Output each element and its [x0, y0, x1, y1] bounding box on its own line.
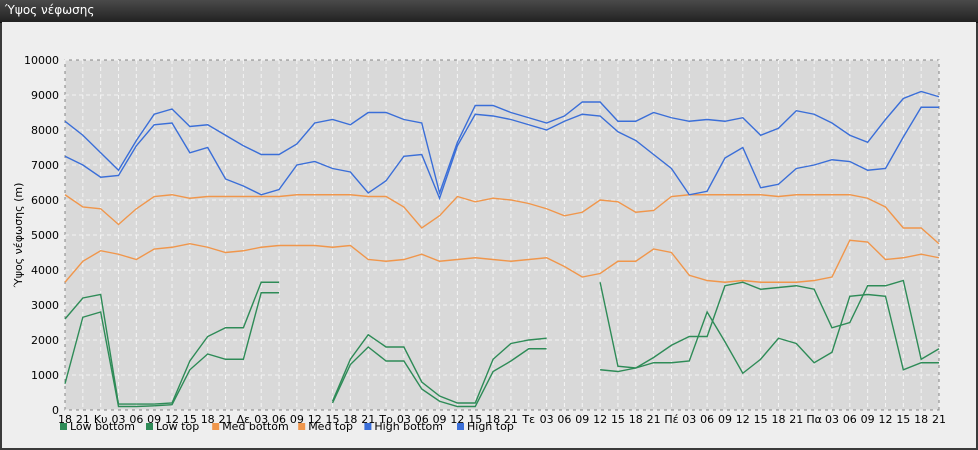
series-line-low-top	[64, 281, 280, 405]
x-tick-label: Κυ	[94, 413, 108, 426]
x-tick-label: 15	[183, 413, 197, 426]
legend-label: Low bottom	[70, 420, 135, 433]
x-tick-label: 03	[682, 413, 696, 426]
x-tick-label: 03	[397, 413, 411, 426]
series-line-med-bottom	[64, 239, 940, 283]
series-line-med-top	[64, 194, 940, 245]
x-tick-label: 21	[361, 413, 375, 426]
legend-label: High top	[467, 420, 514, 433]
x-tick-label: 18	[201, 413, 215, 426]
y-tick-label: 2000	[31, 334, 59, 347]
x-tick-label: 12	[593, 413, 607, 426]
x-tick-label: 06	[129, 413, 143, 426]
y-tick-label: 6000	[31, 194, 59, 207]
x-tick-label: 06	[843, 413, 857, 426]
legend-swatch	[457, 423, 464, 430]
x-tick-label: 09	[718, 413, 732, 426]
x-tick-label: 12	[165, 413, 179, 426]
x-tick-label: 12	[878, 413, 892, 426]
x-tick-label: 21	[932, 413, 946, 426]
legend-swatch	[298, 423, 306, 430]
y-tick-label: 7000	[31, 159, 59, 172]
legend-label: Med top	[308, 420, 353, 433]
series-line-high-top	[64, 90, 940, 196]
x-tick-label: Πέ	[664, 413, 678, 426]
y-axis-ticks: 0 1000 2000 3000 4000 5000 6000 7000 8000 9000 100…	[24, 54, 59, 417]
x-tick-label: 12	[736, 413, 750, 426]
legend-label: Med bottom	[222, 420, 289, 433]
series-line-low-bottom	[331, 346, 547, 408]
x-tick-label: 09	[861, 413, 875, 426]
x-tick-label: 12	[308, 413, 322, 426]
x-tick-label: 18	[914, 413, 928, 426]
y-tick-label: 0	[52, 404, 59, 417]
x-tick-label: Δε	[237, 413, 251, 426]
series-line-low-bottom	[64, 292, 280, 408]
legend-label: High bottom	[374, 420, 443, 433]
x-tick-label: 03	[825, 413, 839, 426]
x-tick-label: 06	[415, 413, 429, 426]
cloud-height-chart: 0 1000 2000 3000 4000 5000 6000 7000 8000 9000 100…	[12, 54, 946, 433]
x-tick-label: Πα	[806, 413, 822, 426]
x-tick-label: 09	[290, 413, 304, 426]
x-tick-label: 03	[540, 413, 554, 426]
x-tick-label: 18	[771, 413, 785, 426]
y-tick-label: 9000	[31, 89, 59, 102]
legend-swatch	[60, 423, 67, 430]
legend: Low bottom Low top Med bottom Med top High b…	[60, 420, 514, 433]
x-tick-label: 06	[700, 413, 714, 426]
chart-frame: 0 1000 2000 3000 4000 5000 6000 7000 8000 9000 100…	[2, 22, 976, 448]
x-axis-ticks: 18 21 Κυ 03 06 09 12 15 18 21 Δε 03 06 09 12 15 18 21 Τρ 03…	[58, 413, 946, 426]
y-tick-label: 3000	[31, 299, 59, 312]
x-tick-label: 15	[468, 413, 482, 426]
x-tick-label: 15	[326, 413, 340, 426]
x-tick-label: 06	[557, 413, 571, 426]
x-tick-label: 18	[343, 413, 357, 426]
series-line-high-bottom	[64, 106, 939, 201]
x-tick-label: 21	[76, 413, 90, 426]
series-line-low-top	[599, 279, 940, 369]
x-tick-label: 18	[58, 413, 72, 426]
y-tick-label: 4000	[31, 264, 59, 277]
x-tick-label: 21	[219, 413, 233, 426]
y-tick-label: 10000	[24, 54, 59, 67]
x-tick-label: Τρ	[378, 413, 393, 426]
x-tick-label: 09	[433, 413, 447, 426]
series-line-low-bottom	[600, 293, 939, 375]
title-bar: Ύψος νέφωσης	[0, 0, 978, 23]
x-tick-label: 15	[611, 413, 625, 426]
legend-swatch	[364, 423, 372, 430]
y-tick-label: 1000	[31, 369, 59, 382]
grid	[64, 59, 940, 411]
x-tick-label: 03	[254, 413, 268, 426]
x-tick-label: 09	[575, 413, 589, 426]
series-lines	[64, 90, 940, 408]
x-tick-label: 03	[112, 413, 126, 426]
x-tick-label: 06	[272, 413, 286, 426]
x-tick-label: 12	[450, 413, 464, 426]
x-tick-label: 21	[647, 413, 661, 426]
y-tick-label: 8000	[31, 124, 59, 137]
x-tick-label: 21	[504, 413, 518, 426]
x-tick-label: 18	[629, 413, 643, 426]
x-tick-label: 18	[486, 413, 500, 426]
window-title: Ύψος νέφωσης	[5, 3, 95, 17]
x-tick-label: 15	[754, 413, 768, 426]
legend-label: Low top	[156, 420, 199, 433]
x-tick-label: 15	[896, 413, 910, 426]
series-line-low-top	[331, 333, 547, 404]
y-axis-label: Ύψος νέφωσης (m)	[12, 183, 25, 289]
x-tick-label: Τε	[521, 413, 535, 426]
x-tick-label: 09	[147, 413, 161, 426]
legend-swatch	[146, 423, 153, 430]
x-tick-label: 21	[789, 413, 803, 426]
legend-swatch	[212, 423, 220, 430]
y-tick-label: 5000	[31, 229, 59, 242]
